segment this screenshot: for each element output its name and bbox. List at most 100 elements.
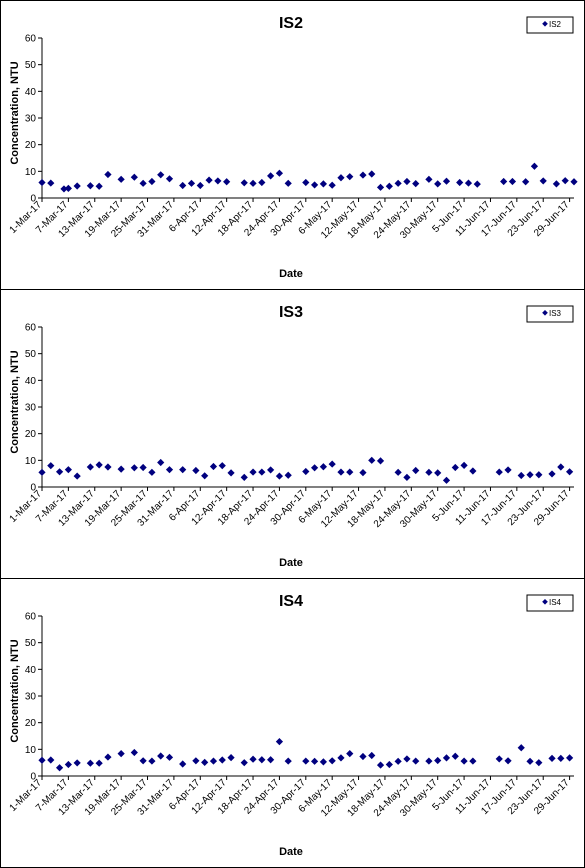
data-point: [240, 179, 248, 187]
legend: IS4: [526, 594, 574, 612]
data-point: [38, 468, 46, 476]
data-point: [73, 759, 81, 767]
data-point: [148, 468, 156, 476]
legend-label: IS3: [549, 309, 562, 318]
data-point: [337, 468, 345, 476]
data-point: [55, 764, 64, 772]
data-point: [179, 181, 187, 190]
data-point: [117, 175, 125, 183]
y-tick-label: 30: [25, 114, 37, 125]
axes: 01020304050601-Mar-177-Mar-1713-Mar-1719…: [8, 323, 574, 530]
data-point: [508, 177, 517, 186]
y-tick-label: 50: [25, 349, 37, 360]
data-point: [557, 754, 565, 762]
data-point: [157, 752, 165, 760]
data-point: [55, 468, 64, 476]
y-tick-label: 60: [25, 612, 37, 623]
x-axis-label: Date: [279, 557, 303, 569]
y-tick-label: 20: [25, 140, 37, 151]
data-point: [385, 182, 393, 190]
data-point: [539, 177, 547, 185]
data-point: [64, 760, 72, 769]
data-point: [148, 177, 156, 186]
data-point: [60, 185, 68, 193]
data-point: [526, 757, 534, 765]
data-point: [302, 757, 310, 765]
data-point: [64, 466, 72, 474]
data-point: [267, 756, 275, 764]
data-point: [223, 178, 231, 186]
data-point: [64, 184, 72, 192]
data-point: [548, 470, 556, 478]
legend-marker: [542, 598, 548, 605]
data-point: [328, 460, 336, 468]
data-point: [95, 182, 103, 190]
data-point: [495, 468, 503, 476]
data-point: [187, 179, 196, 187]
data-point: [434, 469, 442, 477]
data-point: [240, 759, 248, 767]
data-point: [218, 756, 226, 764]
data-point: [227, 754, 235, 762]
data-point: [117, 465, 125, 473]
data-point: [284, 179, 292, 187]
chart-title: IS2: [279, 15, 303, 32]
legend-box: [526, 16, 574, 34]
data-point: [319, 463, 327, 471]
data-point: [456, 178, 464, 187]
x-axis-label: Date: [279, 846, 303, 858]
data-point: [442, 177, 451, 185]
legend-marker: [542, 309, 548, 316]
data-point: [412, 466, 420, 475]
data-point: [104, 170, 112, 179]
data-points: [38, 456, 574, 484]
data-point: [209, 757, 218, 765]
chart-svg-is3: IS3 Concentration, NTU Date IS3 0 10 20 30 4…: [8, 304, 574, 569]
legend-box: [526, 594, 574, 612]
data-point: [434, 756, 442, 765]
data-point: [165, 753, 174, 761]
y-tick-label: 10: [25, 745, 37, 756]
data-point: [526, 471, 534, 479]
data-point: [451, 463, 459, 472]
data-point: [495, 755, 503, 763]
y-axis-label: Concentration, NTU: [9, 61, 21, 164]
y-tick-label: 20: [25, 429, 37, 440]
data-point: [267, 172, 275, 180]
data-point: [434, 180, 442, 188]
data-point: [130, 464, 138, 472]
data-point: [535, 471, 543, 479]
data-point: [412, 757, 420, 765]
data-point: [310, 757, 319, 765]
data-point: [337, 754, 345, 762]
data-point: [557, 463, 565, 471]
data-point: [192, 466, 200, 475]
legend: IS3: [526, 305, 574, 323]
data-point: [157, 458, 165, 467]
data-point: [376, 457, 385, 465]
data-point: [517, 471, 525, 480]
data-point: [86, 759, 94, 767]
data-point: [504, 466, 512, 474]
data-point: [73, 182, 81, 190]
y-tick-label: 40: [25, 376, 37, 387]
data-point: [284, 471, 292, 479]
data-point: [47, 179, 55, 187]
data-point: [500, 177, 508, 186]
data-point: [157, 171, 165, 179]
data-point: [38, 178, 46, 187]
chart-title: IS3: [279, 304, 303, 321]
y-tick-label: 60: [25, 323, 37, 334]
legend-label: IS4: [549, 598, 562, 607]
data-point: [425, 757, 433, 765]
data-point: [310, 464, 319, 472]
data-point: [196, 181, 204, 190]
y-tick-label: 50: [25, 60, 37, 71]
data-point: [566, 754, 574, 762]
data-point: [218, 462, 226, 470]
y-axis-label: Concentration, NTU: [9, 639, 21, 742]
data-point: [240, 473, 248, 481]
data-point: [267, 466, 275, 474]
legend-marker: [542, 20, 548, 27]
legend-box: [526, 305, 574, 323]
